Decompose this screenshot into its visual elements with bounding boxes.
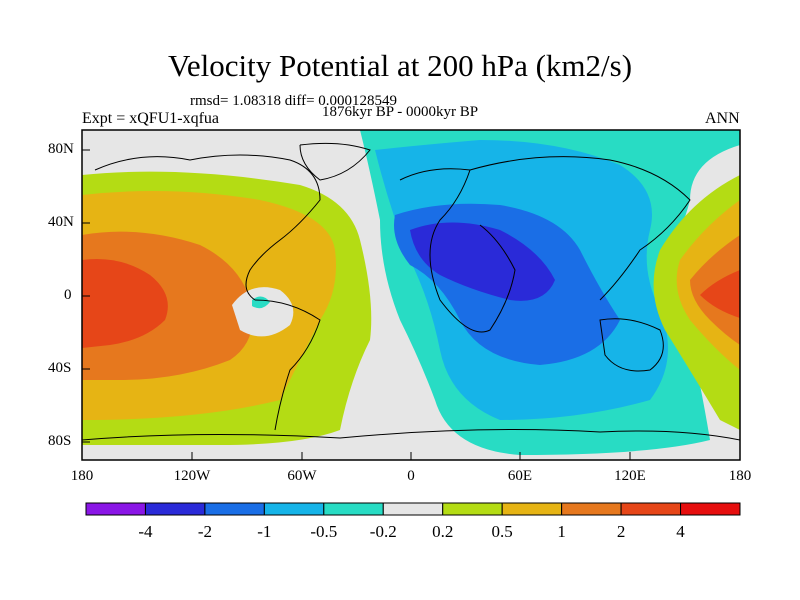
colorbar-label: 1	[557, 522, 566, 541]
contour-neg-pocket	[252, 296, 270, 309]
x-tick-label: 180	[70, 468, 94, 484]
colorbar-label: 0.5	[491, 522, 513, 541]
x-tick-label: 0	[407, 468, 415, 484]
colorbar-box	[382, 502, 444, 516]
stats-label: rmsd= 1.08318 diff= 0.000128549	[190, 93, 398, 109]
period-label: 1876kyr BP - 0000kyr BP	[322, 104, 479, 120]
colorbar-label: 2	[616, 522, 626, 541]
contour-pos-2-east	[700, 270, 740, 318]
colorbar-label: -0.2	[369, 522, 397, 541]
contour-neg-2	[410, 222, 555, 301]
coast-asia	[469, 156, 691, 301]
colorbar-box	[620, 502, 682, 516]
y-tick-label: 80S	[48, 433, 72, 449]
colorbar	[85, 502, 741, 516]
coast-north-america	[94, 154, 321, 301]
coast-south-america	[254, 299, 321, 431]
x-tick-label: 120W	[173, 468, 211, 484]
contour-field	[82, 130, 740, 460]
colorbar-label: -1	[257, 522, 272, 541]
colorbar-box	[204, 502, 265, 516]
coast-antarctica	[82, 429, 740, 441]
contour-neutral-pocket	[232, 287, 294, 337]
y-tick-label: 80N	[48, 141, 74, 157]
y-tick-label: 40S	[48, 360, 72, 376]
x-tick-label: 60W	[287, 468, 317, 484]
x-tick-label: 60E	[507, 468, 533, 484]
page-title: Velocity Potential at 200 hPa (km2/s)	[167, 48, 633, 83]
x-tick-label: 120E	[614, 468, 646, 484]
colorbar-box	[442, 502, 503, 516]
season-label: ANN	[705, 110, 740, 127]
colorbar-label: 0.2	[432, 522, 454, 541]
colorbar-label: -0.5	[310, 522, 338, 541]
colorbar-box	[501, 502, 563, 516]
colorbar-box	[144, 502, 206, 516]
colorbar-label: 4	[676, 522, 685, 541]
colorbar-box	[263, 502, 325, 516]
coastlines	[82, 142, 740, 441]
experiment-label: Expt = xQFU1-xqfua	[82, 110, 220, 127]
tick-marks	[81, 149, 741, 460]
colorbar-box	[561, 502, 622, 516]
coast-australia	[599, 318, 664, 372]
x-tick-label: 180	[728, 468, 752, 484]
y-tick-label: 40N	[48, 214, 74, 230]
colorbar-box	[680, 502, 741, 516]
colorbar-label: -2	[197, 522, 212, 541]
coast-greenland	[299, 142, 371, 181]
contour-pos-2-west	[82, 259, 168, 348]
colorbar-box	[323, 502, 384, 516]
coast-africa-europe	[399, 168, 516, 333]
colorbar-box	[85, 502, 146, 516]
y-tick-label: 0	[64, 287, 72, 303]
colorbar-label: -4	[138, 522, 153, 541]
